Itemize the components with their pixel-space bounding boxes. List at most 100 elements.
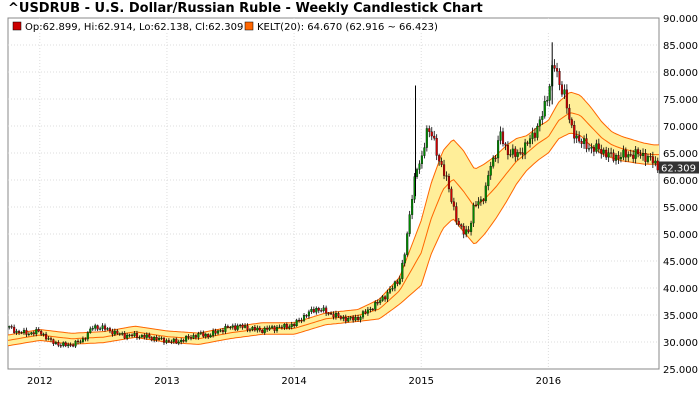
candle-body <box>224 326 227 332</box>
candle-body <box>447 176 451 190</box>
candle-body <box>143 334 146 338</box>
candle-body <box>504 143 507 146</box>
candle-body <box>384 296 387 300</box>
candle-body <box>521 152 524 155</box>
candle-body <box>315 308 318 313</box>
candle-body <box>568 107 571 120</box>
candle-body <box>573 125 576 139</box>
candle-body <box>649 156 652 158</box>
candle-body <box>484 185 487 202</box>
candle-body <box>556 68 559 72</box>
candle-body <box>219 330 222 332</box>
candle-body <box>42 333 45 336</box>
candle-body <box>13 326 16 333</box>
candle-body <box>344 317 347 322</box>
candle-body <box>644 153 647 162</box>
x-tick-label: 2014 <box>281 376 306 387</box>
candle-body <box>84 338 87 340</box>
candle-body <box>651 156 654 164</box>
candle-body <box>150 337 153 341</box>
candle-body <box>332 313 335 318</box>
candle-body <box>514 148 517 157</box>
candle-body <box>189 337 193 339</box>
candle-body <box>487 175 490 187</box>
candle-body <box>185 336 188 342</box>
candle-body <box>511 148 514 155</box>
candle-body <box>118 333 121 335</box>
candle-body <box>180 340 183 343</box>
last-close-marker: 62.309 <box>659 161 699 175</box>
candle-body <box>641 153 645 156</box>
candle-body <box>62 342 65 346</box>
candle-body <box>472 204 475 224</box>
candle-body <box>94 325 97 329</box>
x-tick-label: 2015 <box>409 376 434 387</box>
candle-body <box>546 100 549 102</box>
candle-body <box>234 325 237 330</box>
candle-body <box>295 319 298 327</box>
candle-body <box>263 327 266 333</box>
candle-body <box>393 281 396 289</box>
candle-body <box>614 155 618 161</box>
candle-body <box>580 141 583 144</box>
candle-body <box>408 214 411 234</box>
candle-body <box>79 341 82 343</box>
candle-body <box>229 326 232 329</box>
candle-body <box>411 199 414 215</box>
candle-body <box>251 326 254 330</box>
y-tick-label: 60.000 <box>663 176 698 187</box>
candle-body <box>619 157 622 160</box>
candle-body <box>501 131 505 145</box>
y-tick-label: 40.000 <box>663 284 698 295</box>
candle-body <box>359 316 362 320</box>
y-tick-label: 50.000 <box>663 230 698 241</box>
candle-body <box>533 132 536 138</box>
candle-body <box>167 340 170 342</box>
y-tick-label: 75.000 <box>663 95 698 106</box>
candle-body <box>27 333 30 335</box>
candle-body <box>153 337 156 341</box>
legend-kelt: KELT(20): 64.670 (62.916 ~ 66.423) <box>257 22 438 33</box>
candle-body <box>81 338 84 342</box>
candle-body <box>278 326 281 328</box>
candle-body <box>595 143 598 152</box>
candle-body <box>455 206 458 222</box>
candle-body <box>337 313 340 317</box>
candle-body <box>271 326 274 328</box>
y-tick-label: 90.000 <box>663 14 698 25</box>
candle-body <box>106 328 109 330</box>
candle-body <box>253 326 256 331</box>
candle-body <box>470 222 473 232</box>
axes: 25.000 30.000 35.000 40.000 45.000 50.000 55.0… <box>27 14 698 387</box>
candle-body <box>30 332 33 335</box>
legend-price: Op:62.899, Hi:62.914, Lo:62.138, Cl:62.3… <box>25 22 243 33</box>
candle-body <box>40 331 43 335</box>
candle-body <box>612 152 615 161</box>
candle-body <box>479 199 482 202</box>
candle-body <box>194 335 197 338</box>
candle-body <box>536 125 539 138</box>
y-tick-label: 25.000 <box>663 365 698 376</box>
candle-body <box>20 332 23 334</box>
candle-body <box>460 224 463 227</box>
candle-body <box>248 329 252 331</box>
candle-body <box>283 324 286 328</box>
candle-body <box>509 154 512 156</box>
candle-body <box>47 338 50 340</box>
candle-body <box>72 344 75 347</box>
candle-body <box>354 317 357 321</box>
candle-body <box>629 154 632 156</box>
candle-body <box>54 342 57 345</box>
candle-body <box>585 138 588 149</box>
candle-body <box>8 326 11 328</box>
candle-body <box>622 149 625 158</box>
candle-body <box>162 337 166 343</box>
candle-body <box>91 328 94 330</box>
candle-body <box>209 335 212 338</box>
candle-body <box>499 131 502 141</box>
y-tick-label: 70.000 <box>663 122 698 133</box>
candle-body <box>524 142 527 155</box>
candle-body <box>49 338 53 340</box>
candle-body <box>216 330 220 334</box>
candle-body <box>325 307 328 314</box>
